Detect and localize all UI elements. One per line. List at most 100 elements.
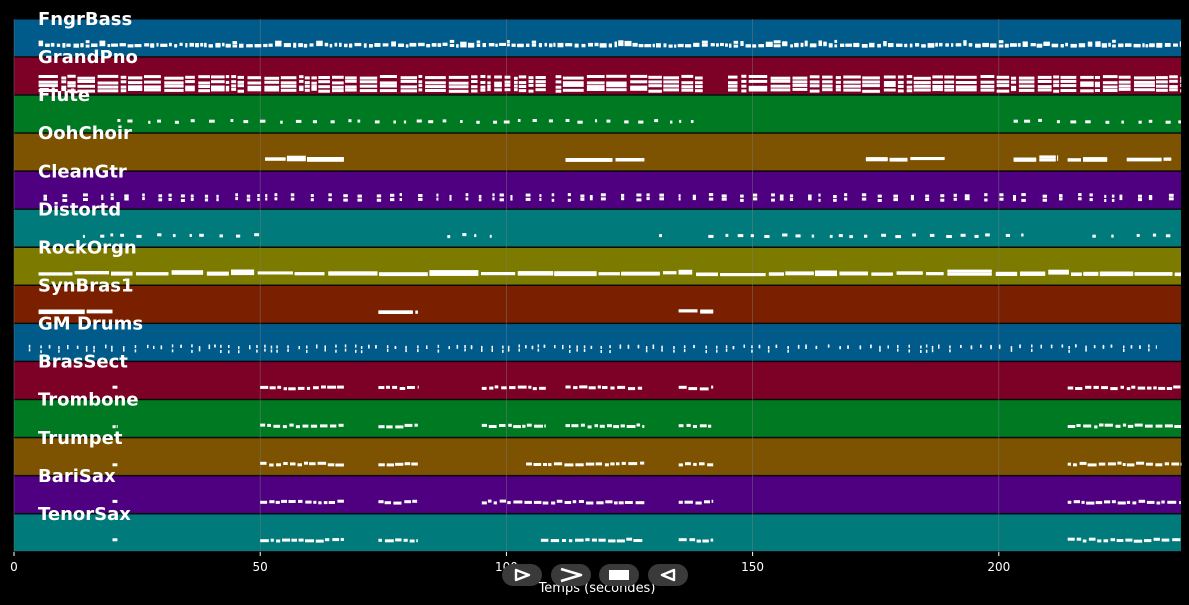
note bbox=[1078, 193, 1082, 197]
note bbox=[864, 234, 868, 238]
note bbox=[1031, 348, 1033, 352]
note bbox=[589, 197, 593, 201]
note bbox=[1179, 501, 1181, 505]
note bbox=[269, 386, 276, 390]
note bbox=[646, 197, 650, 201]
note bbox=[418, 84, 423, 88]
note bbox=[985, 233, 990, 237]
note bbox=[313, 500, 317, 504]
note bbox=[705, 350, 707, 354]
note bbox=[494, 88, 502, 92]
note bbox=[230, 119, 234, 122]
note bbox=[259, 119, 266, 123]
note bbox=[357, 198, 362, 202]
note bbox=[1099, 423, 1104, 427]
note bbox=[344, 344, 347, 348]
note bbox=[62, 198, 68, 202]
note bbox=[489, 234, 492, 238]
note bbox=[282, 425, 287, 429]
note bbox=[897, 75, 904, 79]
note bbox=[275, 43, 282, 47]
note bbox=[834, 44, 838, 48]
note bbox=[710, 538, 714, 542]
note bbox=[689, 538, 696, 542]
note bbox=[659, 234, 662, 238]
note bbox=[608, 539, 616, 543]
note bbox=[843, 88, 861, 92]
note bbox=[626, 425, 636, 428]
note bbox=[116, 425, 118, 428]
note bbox=[562, 81, 584, 85]
note bbox=[290, 462, 296, 466]
note bbox=[487, 88, 491, 92]
note bbox=[614, 44, 617, 48]
note bbox=[581, 43, 586, 47]
note bbox=[1116, 539, 1124, 542]
note bbox=[632, 42, 638, 46]
note bbox=[1021, 193, 1026, 197]
note bbox=[488, 425, 497, 428]
note bbox=[299, 88, 304, 92]
note bbox=[835, 85, 841, 89]
note bbox=[48, 345, 51, 349]
stop-button[interactable] bbox=[599, 564, 639, 586]
note bbox=[198, 348, 201, 352]
track-lanes bbox=[14, 19, 1181, 552]
note bbox=[663, 76, 679, 80]
note bbox=[225, 80, 230, 84]
note bbox=[596, 501, 604, 505]
fast-forward-button[interactable] bbox=[551, 564, 591, 586]
note bbox=[436, 197, 439, 201]
note bbox=[1099, 271, 1134, 275]
note bbox=[624, 120, 629, 124]
note bbox=[489, 386, 494, 390]
note bbox=[128, 88, 143, 91]
note bbox=[1057, 155, 1059, 159]
x-tick-label: 200 bbox=[987, 560, 1010, 574]
note bbox=[1095, 501, 1103, 505]
note bbox=[1080, 83, 1094, 87]
note bbox=[525, 197, 531, 201]
note bbox=[404, 500, 411, 504]
note bbox=[295, 425, 300, 429]
note bbox=[610, 386, 615, 390]
note bbox=[1087, 463, 1097, 467]
note bbox=[579, 385, 588, 389]
note bbox=[172, 234, 176, 238]
note bbox=[932, 80, 943, 84]
note bbox=[1081, 500, 1085, 504]
play-button[interactable] bbox=[502, 564, 542, 586]
note bbox=[789, 194, 794, 198]
note bbox=[1155, 463, 1163, 467]
note bbox=[399, 193, 402, 197]
note bbox=[1011, 88, 1017, 92]
rewind-button[interactable] bbox=[648, 564, 688, 586]
note bbox=[390, 193, 395, 197]
note bbox=[532, 387, 537, 391]
note bbox=[569, 349, 571, 353]
note bbox=[1111, 194, 1115, 198]
note bbox=[692, 197, 696, 201]
note bbox=[74, 271, 109, 274]
note bbox=[699, 424, 707, 428]
note bbox=[1136, 461, 1145, 465]
note bbox=[984, 198, 988, 202]
note bbox=[481, 386, 487, 390]
note bbox=[951, 43, 954, 47]
note bbox=[551, 193, 555, 197]
note bbox=[1013, 195, 1016, 198]
track-lane bbox=[14, 95, 1181, 133]
note bbox=[980, 84, 995, 88]
note bbox=[773, 40, 781, 44]
note bbox=[1118, 44, 1124, 48]
note bbox=[862, 89, 880, 93]
note bbox=[379, 89, 397, 93]
note bbox=[514, 76, 518, 80]
note bbox=[1078, 197, 1082, 201]
note bbox=[123, 348, 125, 352]
note bbox=[265, 197, 268, 201]
note bbox=[587, 425, 592, 429]
note bbox=[328, 193, 332, 197]
note bbox=[1133, 44, 1141, 48]
note bbox=[409, 539, 415, 543]
